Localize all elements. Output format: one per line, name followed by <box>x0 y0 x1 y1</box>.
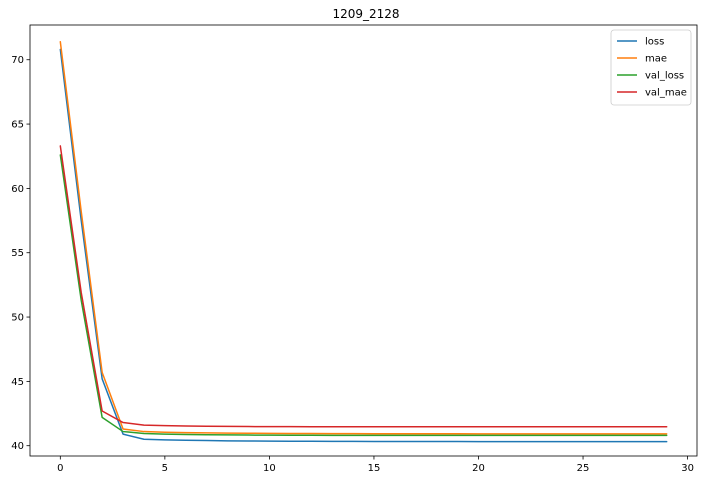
series-line-loss <box>59 48 668 443</box>
y-tick-label: 55 <box>11 248 24 259</box>
legend-label-val-mae: val_mae <box>645 88 687 99</box>
y-tick-label: 45 <box>11 377 24 388</box>
series-line-val-loss <box>59 154 668 437</box>
legend-box <box>610 29 692 106</box>
y-tick-label: 40 <box>11 441 24 452</box>
x-axis: 0 5 10 15 20 25 30 <box>57 456 694 474</box>
y-tick-label: 60 <box>11 184 24 195</box>
legend-label-mae: mae <box>645 54 667 65</box>
x-tick-label: 20 <box>472 463 485 474</box>
legend-label-loss: loss <box>645 37 664 48</box>
y-axis: 40 45 50 55 60 65 70 <box>11 55 30 452</box>
plot-frame <box>29 24 698 457</box>
x-tick-label: 10 <box>263 463 276 474</box>
x-tick-label: 0 <box>57 463 63 474</box>
legend: loss mae val_loss val_mae <box>610 29 692 106</box>
series-line-mae <box>59 40 668 435</box>
x-tick-label: 5 <box>162 463 168 474</box>
plot-area <box>29 24 698 457</box>
y-tick-label: 70 <box>11 55 24 66</box>
chart-title: 1209_2128 <box>332 7 399 21</box>
y-tick-label: 65 <box>11 120 24 131</box>
x-tick-label: 25 <box>577 463 590 474</box>
y-tick-label: 50 <box>11 313 24 324</box>
series-layer <box>59 40 668 443</box>
legend-label-val-loss: val_loss <box>645 71 684 82</box>
series-line-val-mae <box>59 145 668 428</box>
x-tick-label: 30 <box>681 463 694 474</box>
x-tick-label: 15 <box>368 463 381 474</box>
